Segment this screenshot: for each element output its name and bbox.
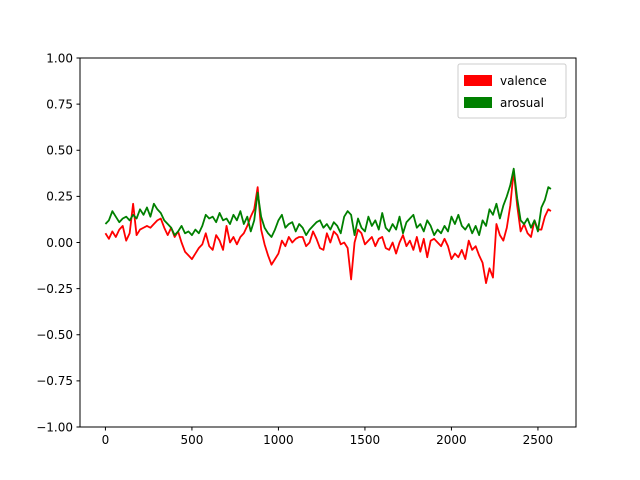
series-line-valence	[104, 169, 552, 284]
series-line-arosual	[104, 167, 552, 238]
x-tick-label: 1500	[350, 433, 381, 447]
x-tick-label: 0	[102, 433, 110, 447]
legend-label-valence: valence	[500, 74, 547, 88]
y-tick-label: 0.00	[46, 236, 73, 250]
y-tick-label: 0.75	[46, 97, 73, 111]
x-axis: 0 500 1000 1500 2000 2500	[102, 427, 554, 447]
x-tick-label: 1000	[263, 433, 294, 447]
legend-label-arosual: arosual	[500, 96, 544, 110]
axes-background	[80, 58, 576, 427]
x-tick-label: 2500	[523, 433, 554, 447]
y-tick-label: −0.75	[36, 374, 73, 388]
y-tick-label: −0.50	[36, 328, 73, 342]
legend-swatch-arosual	[464, 97, 492, 108]
y-tick-label: 1.00	[46, 51, 73, 65]
series-layer	[104, 167, 552, 284]
y-tick-label: −1.00	[36, 420, 73, 434]
y-tick-label: −0.25	[36, 282, 73, 296]
x-tick-label: 500	[180, 433, 203, 447]
legend: valence arosual	[457, 63, 567, 119]
x-tick-label: 2000	[436, 433, 467, 447]
y-tick-label: 0.25	[46, 190, 73, 204]
y-axis: −1.00 −0.75 −0.50 −0.25 0.00 0.25 0.50 0.75 1.00	[36, 51, 80, 434]
legend-swatch-valence	[464, 75, 492, 86]
y-tick-label: 0.50	[46, 144, 73, 158]
